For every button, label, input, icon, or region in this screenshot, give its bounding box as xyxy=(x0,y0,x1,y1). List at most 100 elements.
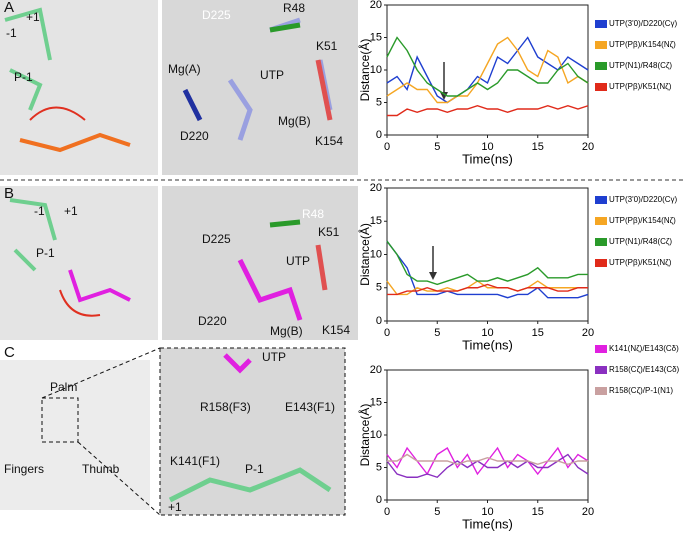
legend-swatch xyxy=(595,196,607,204)
image-residue xyxy=(269,22,301,33)
image-label: Mg(A) xyxy=(168,62,201,76)
image-label: D225 xyxy=(202,8,231,22)
image-residue xyxy=(315,59,333,121)
legend-label: R158(Cζ)/P-1(N1) xyxy=(609,386,673,395)
image-label: K51 xyxy=(316,39,338,53)
image-label: +1 xyxy=(26,10,40,24)
image-label: -1 xyxy=(6,26,17,40)
x-tick-label: 15 xyxy=(532,506,544,518)
y-tick-label: 15 xyxy=(370,31,382,43)
plot-frame xyxy=(386,187,589,322)
panel-label: C xyxy=(4,344,15,361)
series-line xyxy=(386,280,588,296)
image-label: Mg(B) xyxy=(278,114,311,128)
y-tick-label: 0 xyxy=(376,494,382,506)
image-label: K51 xyxy=(318,225,340,239)
image-label: P-1 xyxy=(36,246,55,260)
y-tick-label: 10 xyxy=(370,248,382,260)
series-line xyxy=(386,36,589,97)
legend-swatch xyxy=(595,217,607,225)
image-strand xyxy=(4,7,52,111)
x-tick-label: 10 xyxy=(481,327,493,339)
legend-swatch xyxy=(595,41,607,49)
legend-label: K141(Nζ)/E143(Cδ) xyxy=(609,344,679,353)
legend-swatch xyxy=(595,83,607,91)
image-ligand xyxy=(223,353,252,374)
x-axis-label: Time(ns) xyxy=(462,151,513,166)
legend-label: UTP(Pβ)/K51(Nζ) xyxy=(609,82,672,91)
legend-label: UTP(N1)/R48(Cζ) xyxy=(609,61,672,70)
zoom-line xyxy=(41,347,161,399)
image-label: Mg(B) xyxy=(270,324,303,338)
panel-label: B xyxy=(4,185,14,202)
image-label: K154 xyxy=(322,323,350,337)
legend-swatch xyxy=(595,62,607,70)
series-line xyxy=(386,446,589,476)
structure-image xyxy=(162,186,358,340)
image-label: Thumb xyxy=(82,462,120,476)
x-tick-label: 0 xyxy=(384,506,390,518)
series-line xyxy=(386,240,589,299)
structure-image xyxy=(0,360,150,510)
x-tick-label: 20 xyxy=(582,506,594,518)
y-tick-label: 0 xyxy=(376,315,382,327)
y-tick-label: 15 xyxy=(370,396,382,408)
image-label: UTP xyxy=(286,254,310,268)
image-label: R48 xyxy=(283,1,305,15)
image-label: D220 xyxy=(180,129,209,143)
image-label: +1 xyxy=(64,204,78,218)
image-label: K154 xyxy=(315,134,343,148)
image-label: R48 xyxy=(302,207,324,221)
legend-swatch xyxy=(595,345,607,353)
image-ligand xyxy=(19,132,131,153)
legend-label: UTP(N1)/R48(Cζ) xyxy=(609,237,672,246)
legend-label: R158(Cζ)/E143(Cδ) xyxy=(609,365,680,374)
annotation-arrow xyxy=(440,92,448,100)
structure-image xyxy=(0,186,158,340)
series-line xyxy=(386,240,588,286)
image-arrow xyxy=(29,106,86,121)
series-line xyxy=(387,105,589,117)
series-line xyxy=(386,36,589,104)
y-axis-label: Distance(Å) xyxy=(357,404,372,467)
y-axis-label: Distance(Å) xyxy=(357,39,372,102)
y-tick-label: 10 xyxy=(370,429,382,441)
legend-swatch xyxy=(595,20,607,28)
legend-swatch xyxy=(595,238,607,246)
series-line xyxy=(386,453,589,479)
structure-image xyxy=(162,0,358,175)
y-tick-label: 5 xyxy=(376,461,382,473)
image-label: D225 xyxy=(202,232,231,246)
x-tick-label: 10 xyxy=(481,141,493,153)
x-tick-label: 5 xyxy=(434,141,440,153)
y-tick-label: 5 xyxy=(376,282,382,294)
zoom-box xyxy=(41,397,79,443)
x-axis-label: Time(ns) xyxy=(462,516,513,531)
image-label: K141(F1) xyxy=(170,454,220,468)
structure-image xyxy=(0,0,158,175)
x-tick-label: 0 xyxy=(384,327,390,339)
annotation-arrow xyxy=(429,272,437,280)
x-tick-label: 20 xyxy=(582,327,594,339)
legend-label: UTP(Pβ)/K154(Nζ) xyxy=(609,40,676,49)
panel-label: A xyxy=(4,0,14,16)
image-ligand xyxy=(68,269,131,303)
y-tick-label: 10 xyxy=(370,64,382,76)
series-line xyxy=(386,36,589,104)
image-residue xyxy=(269,219,301,228)
legend-label: UTP(3'0)/D220(Cγ) xyxy=(609,195,678,204)
image-ligand xyxy=(237,258,303,321)
image-arrow xyxy=(59,289,101,317)
legend-swatch xyxy=(595,387,607,395)
legend-swatch xyxy=(595,259,607,267)
y-tick-label: 20 xyxy=(370,364,382,376)
image-strand xyxy=(9,198,57,272)
image-residue xyxy=(315,244,328,291)
plot-frame xyxy=(386,369,589,501)
x-tick-label: 5 xyxy=(434,506,440,518)
image-label: -1 xyxy=(34,204,45,218)
image-label: Palm xyxy=(50,380,77,394)
x-tick-label: 15 xyxy=(532,141,544,153)
y-tick-label: 0 xyxy=(376,129,382,141)
x-axis-label: Time(ns) xyxy=(462,337,513,352)
